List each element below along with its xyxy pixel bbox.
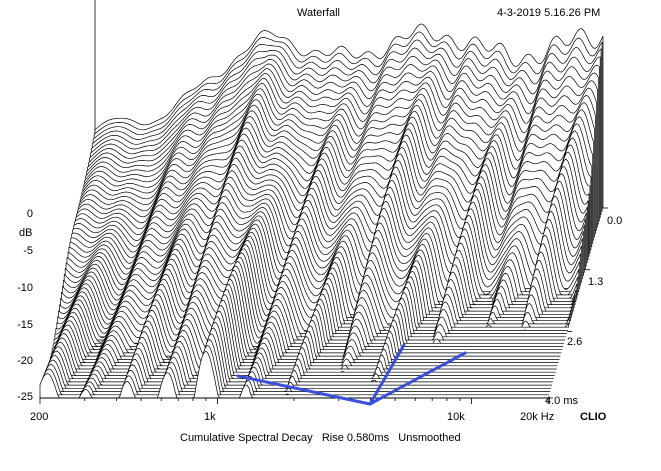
x-tick-label: 1k xyxy=(204,411,216,423)
annotation-arrow xyxy=(368,343,406,406)
y-tick-label: 0 xyxy=(26,208,33,220)
chart-title: Waterfall xyxy=(297,7,340,19)
z-tick-label: 0.0 xyxy=(607,215,623,227)
x-tick-label: 200 xyxy=(30,411,49,423)
y-tick-label: -15 xyxy=(17,319,33,331)
y-axis-label: dB xyxy=(19,227,33,239)
brand-logo: CLIO xyxy=(580,411,607,423)
z-tick-label: 4.0 ms xyxy=(545,395,579,407)
x-tick-label: 10k xyxy=(447,411,465,423)
z-tick-label: 2.6 xyxy=(567,336,583,348)
annotation-arrow xyxy=(236,374,372,406)
x-tick-label: 20k Hz xyxy=(520,411,555,423)
y-tick-label: -5 xyxy=(23,245,33,257)
y-tick-label: -20 xyxy=(17,355,33,367)
z-tick-label: 1.3 xyxy=(588,276,604,288)
y-tick-label: -25 xyxy=(17,391,33,403)
timestamp: 4-3-2019 5.16.26 PM xyxy=(497,7,601,19)
y-tick-label: -10 xyxy=(17,282,33,294)
footer-caption: Cumulative Spectral Decay Rise 0.580ms U… xyxy=(180,432,461,444)
annotation-arrow xyxy=(368,351,467,406)
